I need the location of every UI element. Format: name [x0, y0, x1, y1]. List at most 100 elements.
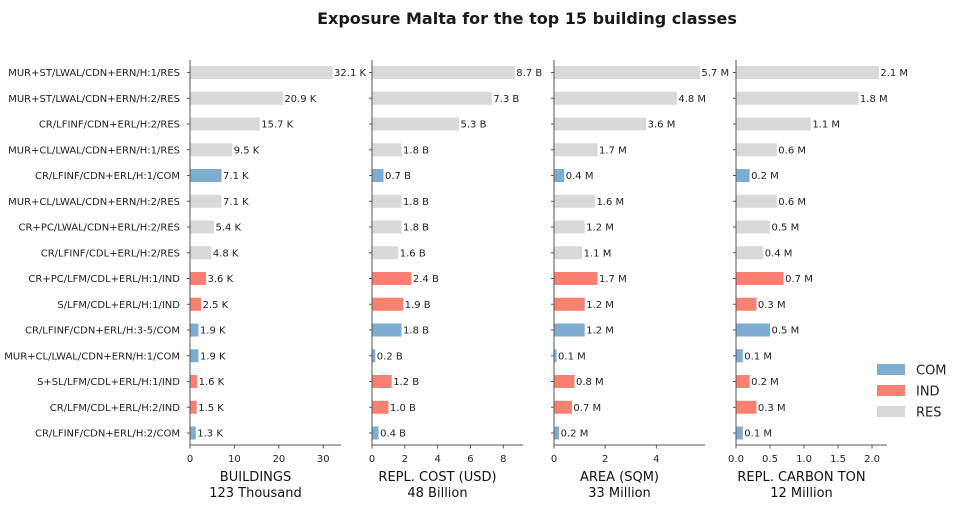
bar [190, 169, 222, 182]
bar [554, 66, 700, 79]
panel-total: 48 Billion [407, 486, 467, 501]
bar [190, 349, 199, 363]
category-label: MUR+ST/LWAL/CDN+ERN/H:1/RES [8, 68, 180, 79]
value-label: 0.1 M [744, 351, 772, 362]
chart-panels: 32.1 K 20.9 K 15.7 K 9.5 K 7.1 K 7.1 K 5.4 K 4.… [187, 60, 908, 501]
category-label: CR/LFINF/CDN+ERL/H:1/COM [35, 171, 180, 182]
x-tick-label: 0 [369, 454, 375, 465]
bar [372, 117, 459, 131]
value-label: 1.5 K [198, 403, 224, 414]
category-label: MUR+CL/LWAL/CDN+ERN/H:2/RES [8, 197, 180, 208]
value-label: 7.1 K [223, 197, 249, 208]
bar [372, 349, 376, 363]
bar [554, 194, 595, 208]
value-label: 0.4 B [380, 429, 406, 440]
value-label: 1.6 M [596, 197, 624, 208]
bar [190, 297, 202, 311]
value-label: 20.9 K [284, 94, 316, 105]
legend-swatch-res [877, 406, 905, 417]
bar [736, 194, 777, 208]
x-tick-label: 2 [602, 454, 608, 465]
legend-label-res: RES [916, 406, 942, 421]
category-label: MUR+ST/LWAL/CDN+ERN/H:2/RES [8, 94, 180, 105]
value-label: 0.3 M [758, 403, 786, 414]
bar [372, 297, 404, 311]
category-labels: MUR+ST/LWAL/CDN+ERN/H:1/RES MUR+ST/LWAL/C… [4, 68, 180, 440]
bar [736, 426, 743, 440]
value-label: 5.7 M [701, 68, 729, 79]
value-label: 0.1 M [558, 351, 586, 362]
x-tick-label: 2.0 [864, 454, 880, 465]
bar [372, 400, 389, 414]
bar [736, 400, 757, 414]
bar [190, 220, 214, 234]
bar [554, 220, 585, 234]
value-label: 2.1 M [880, 68, 908, 79]
bar [372, 272, 412, 285]
value-label: 1.8 B [403, 145, 429, 156]
value-label: 1.7 M [599, 274, 627, 285]
value-label: 2.4 B [413, 274, 439, 285]
value-label: 0.2 M [561, 429, 589, 440]
x-tick-label: 4 [434, 454, 440, 465]
value-label: 0.2 M [751, 171, 779, 182]
value-label: 8.7 B [516, 68, 542, 79]
bar [736, 349, 743, 363]
value-label: 1.8 B [403, 326, 429, 337]
value-label: 0.3 M [758, 300, 786, 311]
x-tick-label: 4 [653, 454, 659, 465]
value-label: 1.2 M [586, 326, 614, 337]
bar [372, 426, 379, 440]
legend: COM IND RES [877, 364, 947, 421]
x-tick-label: 30 [317, 454, 330, 465]
bar [736, 246, 764, 260]
bar [736, 91, 859, 105]
value-label: 4.8 K [213, 248, 239, 259]
panel-4: 2.1 M 1.8 M 1.1 M 0.6 M 0.2 M 0.6 M 0.5 M 0.4 M… [728, 60, 908, 501]
bar [736, 169, 750, 182]
x-axis-label: BUILDINGS [220, 470, 291, 485]
bar [554, 400, 572, 414]
panel-total: 12 Million [770, 486, 833, 501]
value-label: 1.6 K [199, 377, 225, 388]
category-label: CR/LFINF/CDN+ERL/H:3-5/COM [25, 326, 180, 337]
x-axis-label: REPL. COST (USD) [378, 470, 496, 485]
value-label: 0.4 M [765, 248, 793, 259]
bar [190, 66, 333, 79]
bar [190, 272, 206, 285]
bar [554, 323, 585, 337]
value-label: 1.2 M [586, 223, 614, 234]
value-label: 1.2 M [586, 300, 614, 311]
value-label: 0.2 B [377, 351, 403, 362]
value-label: 0.1 M [744, 429, 772, 440]
value-label: 7.3 B [493, 94, 519, 105]
bar [736, 297, 757, 311]
bar [372, 143, 402, 157]
bar [736, 117, 811, 131]
value-label: 1.7 M [599, 145, 627, 156]
bar [190, 117, 260, 131]
category-label: S+SL/LFM/CDL+ERL/H:1/IND [37, 377, 180, 388]
value-label: 1.1 M [812, 120, 840, 131]
bar [736, 143, 777, 157]
value-label: 1.6 B [400, 248, 426, 259]
legend-swatch-com [877, 364, 905, 375]
bar [554, 91, 677, 105]
x-axis-label: AREA (SQM) [580, 470, 659, 485]
bar [554, 349, 557, 363]
category-label: CR+PC/LFM/CDL+ERL/H:1/IND [28, 274, 180, 285]
category-label: CR/LFM/CDL+ERL/H:2/IND [50, 403, 181, 414]
value-label: 0.8 M [576, 377, 604, 388]
panel-total: 123 Thousand [209, 486, 302, 501]
bar [554, 426, 560, 440]
category-label: CR/LFINF/CDL+ERL/H:2/RES [41, 248, 180, 259]
x-tick-label: 6 [467, 454, 473, 465]
bar [372, 91, 492, 105]
bar [190, 194, 222, 208]
panel-2: 8.7 B 7.3 B 5.3 B 1.8 B 0.7 B 1.8 B 1.8 B 1.6 B… [369, 60, 542, 501]
bar [190, 143, 233, 157]
category-label: CR/LFINF/CDN+ERL/H:2/RES [39, 120, 180, 131]
value-label: 0.5 M [772, 223, 800, 234]
x-tick-label: 2 [402, 454, 408, 465]
value-label: 1.1 M [584, 248, 612, 259]
